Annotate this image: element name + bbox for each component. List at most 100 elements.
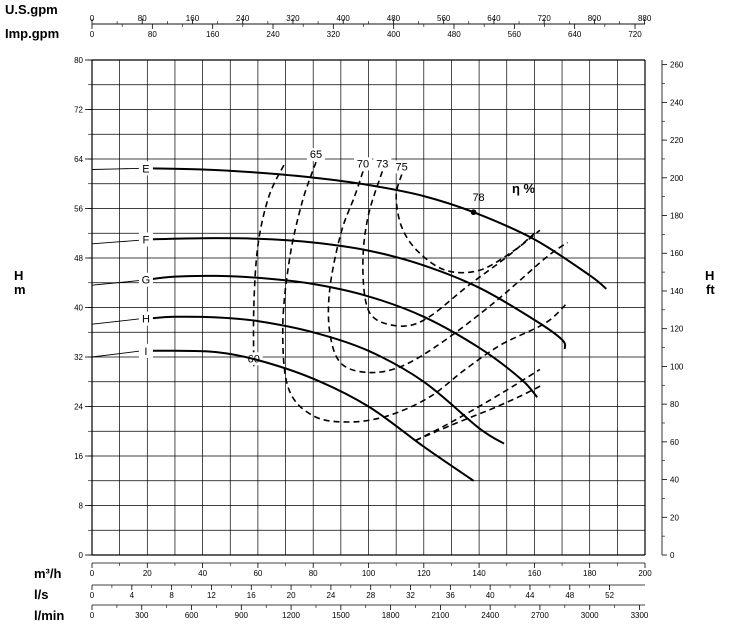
efficiency-label-73: 73 — [376, 158, 388, 170]
usgpm-unit-label: U.S.gpm — [5, 2, 58, 17]
y-tick-label-ft: 200 — [670, 174, 684, 183]
x-impgpm-tick-label: 560 — [508, 30, 522, 39]
x-m3h-tick-label: 100 — [362, 569, 376, 578]
x-usgpm-tick-label: 240 — [236, 14, 250, 23]
x-usgpm-tick-label: 480 — [387, 14, 401, 23]
x-ls-tick-label: 8 — [169, 591, 174, 600]
efficiency-label-65: 65 — [310, 149, 322, 161]
x-lmin-tick-label: 2100 — [431, 611, 449, 620]
y-tick-label-ft: 140 — [670, 287, 684, 296]
y-tick-label-m: 80 — [74, 56, 83, 65]
y-tick-label-ft: 240 — [670, 98, 684, 107]
x-ls-tick-label: 52 — [605, 591, 614, 600]
x-ls-tick-label: 20 — [287, 591, 296, 600]
y-tick-label-m: 32 — [74, 353, 83, 362]
curve-label-f: F — [143, 234, 150, 246]
y-tick-label-m: 24 — [74, 403, 83, 412]
x-impgpm-tick-label: 0 — [90, 30, 95, 39]
x-m3h-tick-label: 0 — [90, 569, 95, 578]
curve-label-h: H — [142, 314, 150, 326]
x-usgpm-tick-label: 160 — [186, 14, 200, 23]
curve-label-e: E — [142, 163, 149, 175]
x-lmin-tick-label: 3300 — [631, 611, 649, 620]
y-tick-label-ft: 120 — [670, 325, 684, 334]
y-tick-label-m: 48 — [74, 254, 83, 263]
y-tick-label-ft: 0 — [670, 551, 675, 560]
head-curves: E F G H I 78 — [91, 161, 607, 482]
y-tick-label-m: 8 — [79, 502, 84, 511]
x-m3h-tick-label: 120 — [417, 569, 431, 578]
x-ls-tick-label: 4 — [130, 591, 135, 600]
efficiency-label-bg — [373, 157, 392, 171]
x-usgpm-tick-label: 800 — [588, 14, 602, 23]
tick-marks — [85, 19, 667, 610]
y-tick-label-m: 56 — [74, 205, 83, 214]
x-ls-tick-label: 12 — [207, 591, 216, 600]
curve-label-bg — [138, 311, 153, 326]
y-tick-label-m: 40 — [74, 304, 83, 313]
x-ls-tick-label: 24 — [326, 591, 335, 600]
x-ls-tick-label: 0 — [90, 591, 95, 600]
bep-label: 78 — [472, 192, 484, 204]
head-curve-e — [147, 167, 607, 290]
ls-unit-label: l/s — [34, 587, 48, 602]
tick-labels: 0816243240485664728002040608010012014016… — [74, 14, 684, 620]
x-m3h-tick-label: 180 — [583, 569, 597, 578]
x-ls-tick-label: 36 — [446, 591, 455, 600]
efficiency-label: η % — [512, 181, 536, 196]
x-impgpm-tick-label: 80 — [148, 30, 157, 39]
y-tick-label-ft: 60 — [670, 438, 679, 447]
x-usgpm-tick-label: 720 — [537, 14, 551, 23]
efficiency-curve — [415, 368, 541, 442]
y-tick-label-ft: 20 — [670, 513, 679, 522]
m3h-unit-label: m³/h — [34, 566, 62, 581]
x-impgpm-tick-label: 720 — [628, 30, 642, 39]
head-curve-h — [147, 315, 505, 445]
y-tick-label-ft: 100 — [670, 362, 684, 371]
y-tick-label-m: 72 — [74, 106, 83, 115]
y-axis-letter-left: H — [14, 268, 23, 283]
x-lmin-tick-label: 900 — [235, 611, 249, 620]
x-impgpm-tick-label: 160 — [206, 30, 220, 39]
y-tick-label-ft: 40 — [670, 476, 679, 485]
x-lmin-tick-label: 1500 — [332, 611, 350, 620]
impgpm-unit-label: Imp.gpm — [5, 26, 59, 41]
x-lmin-tick-label: 1800 — [382, 611, 400, 620]
x-ls-tick-label: 28 — [366, 591, 375, 600]
efficiency-label-75: 75 — [396, 161, 408, 173]
x-m3h-tick-label: 160 — [528, 569, 542, 578]
x-lmin-tick-label: 300 — [135, 611, 149, 620]
efficiency-label-bg — [353, 157, 372, 171]
x-usgpm-tick-label: 400 — [337, 14, 351, 23]
curve-label-i: I — [144, 346, 147, 358]
curve-label-bg — [138, 232, 153, 247]
x-ls-tick-label: 48 — [565, 591, 574, 600]
y-tick-label-m: 64 — [74, 155, 83, 164]
y-tick-label-m: 16 — [74, 452, 83, 461]
curve-label-bg — [138, 272, 153, 287]
x-usgpm-tick-label: 0 — [90, 14, 95, 23]
x-usgpm-tick-label: 640 — [487, 14, 501, 23]
x-lmin-tick-label: 0 — [90, 611, 95, 620]
efficiency-label-bg — [306, 148, 325, 162]
x-m3h-tick-label: 140 — [472, 569, 486, 578]
curve-label-g: G — [142, 275, 151, 287]
y-axis-letter-right: H — [705, 268, 714, 283]
y-tick-label-ft: 220 — [670, 136, 684, 145]
y-axis-unit-m: m — [14, 282, 26, 297]
x-lmin-tick-label: 2700 — [531, 611, 549, 620]
x-ls-tick-label: 32 — [406, 591, 415, 600]
bep-point — [470, 209, 477, 216]
lmin-unit-label: l/min — [34, 608, 64, 623]
grid — [91, 59, 646, 556]
efficiency-curve-75 — [395, 174, 541, 274]
x-m3h-tick-label: 200 — [638, 569, 652, 578]
y-axis-unit-ft: ft — [706, 282, 715, 297]
x-m3h-tick-label: 80 — [309, 569, 318, 578]
x-usgpm-tick-label: 560 — [437, 14, 451, 23]
x-lmin-tick-label: 1200 — [282, 611, 300, 620]
efficiency-curve-65 — [281, 161, 569, 423]
x-impgpm-tick-label: 640 — [568, 30, 582, 39]
efficiency-curve-60 — [252, 161, 287, 367]
